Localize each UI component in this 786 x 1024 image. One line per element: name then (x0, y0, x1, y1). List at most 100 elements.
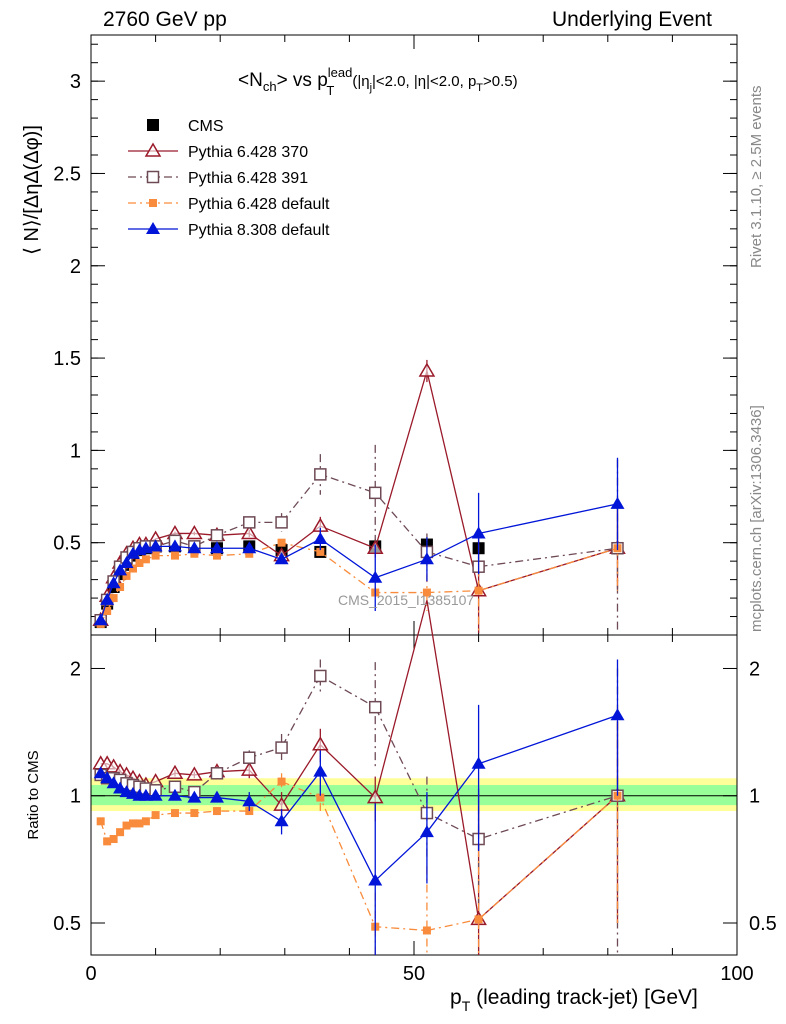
series-line-pythia6-370 (100, 600, 618, 921)
y-tick-label-main: 1.5 (53, 348, 81, 370)
y-tick-label-main: 1 (70, 440, 81, 462)
point-pythia8-default (313, 764, 328, 777)
point-pythia6-default (245, 549, 254, 558)
point-pythia6-391 (210, 529, 224, 542)
point-pythia6-default (151, 811, 160, 820)
x-tick-label: 50 (403, 963, 425, 985)
point-pythia8-default (119, 556, 134, 568)
point-pythia6-370 (240, 761, 258, 776)
point-pythia8-default (274, 552, 289, 565)
point-pythia6-default (141, 555, 150, 564)
point-pythia6-370 (366, 789, 384, 804)
ratio-panel-data (92, 600, 626, 955)
point-pythia8-default (274, 814, 289, 827)
point-pythia8-default (471, 756, 486, 769)
y-axis-label-main: ⟨ N⟩/[ΔηΔ(Δφ)] (21, 125, 43, 255)
point-pythia6-default (277, 777, 286, 786)
legend-label: Pythia 6.428 370 (188, 144, 308, 161)
y-tick-label-ratio-right: 0.5 (749, 913, 777, 935)
legend-marker (144, 142, 162, 157)
header-energy: 2760 GeV pp (103, 8, 227, 31)
analysis-watermark: CMS_2015_I1385107 (338, 592, 474, 608)
point-pythia6-default (422, 588, 431, 597)
point-pythia8-default (100, 771, 115, 784)
point-pythia6-default (170, 551, 179, 560)
point-pythia8-default (209, 541, 224, 554)
series-pythia6-default (96, 505, 622, 634)
x-axis-label: pT (leading track-jet) [GeV] (450, 986, 698, 1014)
plot-title: <Nch> vs plead T(|ηj|<2.0, |η|<2.0, pT>0.… (238, 65, 518, 98)
header-process: Underlying Event (552, 8, 712, 31)
point-pythia8-default (148, 788, 163, 801)
point-pythia6-default (316, 793, 325, 802)
y-tick-label-ratio-right: 2 (749, 658, 760, 680)
legend: CMS Pythia 6.428 370 Pythia 6.428 391 Pythi… (128, 118, 330, 239)
legend-marker (146, 222, 160, 234)
point-pythia8-default (610, 496, 625, 509)
point-pythia6-default (122, 571, 131, 580)
point-pythia6-391 (275, 516, 288, 529)
point-pythia6-370 (418, 362, 436, 377)
y-tick-label-ratio-right: 1 (749, 786, 760, 808)
point-pythia6-370 (312, 736, 329, 751)
point-pythia6-default (422, 926, 431, 935)
point-pythia6-391 (243, 516, 256, 529)
point-pythia6-default (116, 583, 125, 591)
point-pythia6-default (109, 835, 118, 844)
point-pythia6-391 (368, 486, 382, 500)
point-pythia8-default (125, 546, 140, 559)
legend-label: CMS (188, 118, 224, 135)
point-pythia6-391 (314, 468, 327, 481)
y-tick-label-ratio: 0.5 (53, 913, 81, 935)
side-label-rivet: Rivet 3.1.10, ≥ 2.5M events (748, 85, 765, 269)
point-pythia6-default (96, 817, 105, 826)
point-pythia6-default (170, 809, 179, 818)
point-pythia6-default (122, 821, 131, 830)
point-pythia6-391 (275, 741, 288, 754)
point-pythia6-default (190, 549, 199, 558)
point-pythia6-391 (314, 669, 327, 683)
point-pythia6-370 (166, 764, 184, 780)
point-pythia8-default (419, 552, 434, 565)
y-axis-label-ratio: Ratio to CMS (25, 750, 42, 839)
point-pythia8-default (187, 541, 202, 554)
point-pythia6-default (212, 551, 221, 560)
legend-label: Pythia 6.428 default (188, 196, 330, 213)
y-tick-label-main: 0.5 (53, 533, 81, 555)
point-pythia8-default (106, 576, 121, 589)
point-pythia6-391 (368, 700, 382, 714)
y-tick-label-ratio: 1 (70, 786, 81, 808)
legend-item-pythia8-default: Pythia 8.308 default (128, 222, 330, 239)
point-pythia8-default (242, 541, 257, 554)
point-pythia6-default (277, 538, 286, 547)
point-pythia8-default (113, 563, 128, 576)
point-pythia8-default (610, 708, 625, 721)
y-tick-label-main: 3 (70, 71, 81, 93)
y-tick-label-ratio: 2 (70, 658, 81, 680)
point-pythia6-default (116, 828, 125, 837)
point-pythia6-default (212, 807, 221, 816)
legend-item-cms: CMS (147, 118, 224, 135)
cms-uncertainty-band (91, 778, 737, 812)
point-pythia8-default (93, 766, 108, 779)
legend-label: Pythia 6.428 391 (188, 170, 308, 187)
series-pythia6-370 (92, 600, 626, 955)
point-pythia8-default (313, 532, 328, 544)
point-pythia6-default (103, 607, 112, 615)
point-pythia6-default (135, 559, 144, 567)
point-pythia8-default (368, 570, 383, 583)
point-pythia6-default (190, 809, 199, 818)
point-pythia8-default (167, 539, 182, 552)
y-tick-label-main: 2.5 (53, 163, 81, 185)
legend-item-pythia6-default: Pythia 6.428 default (128, 196, 330, 213)
point-pythia6-default (128, 819, 137, 828)
series-line-pythia6-370 (100, 368, 618, 621)
legend-label: Pythia 8.308 default (188, 222, 330, 239)
x-tick-label: 100 (720, 963, 753, 985)
legend-marker (147, 119, 159, 131)
point-pythia8-default (471, 526, 486, 539)
point-pythia8-default (368, 873, 383, 886)
point-pythia8-default (209, 790, 224, 803)
legend-marker (146, 170, 160, 184)
